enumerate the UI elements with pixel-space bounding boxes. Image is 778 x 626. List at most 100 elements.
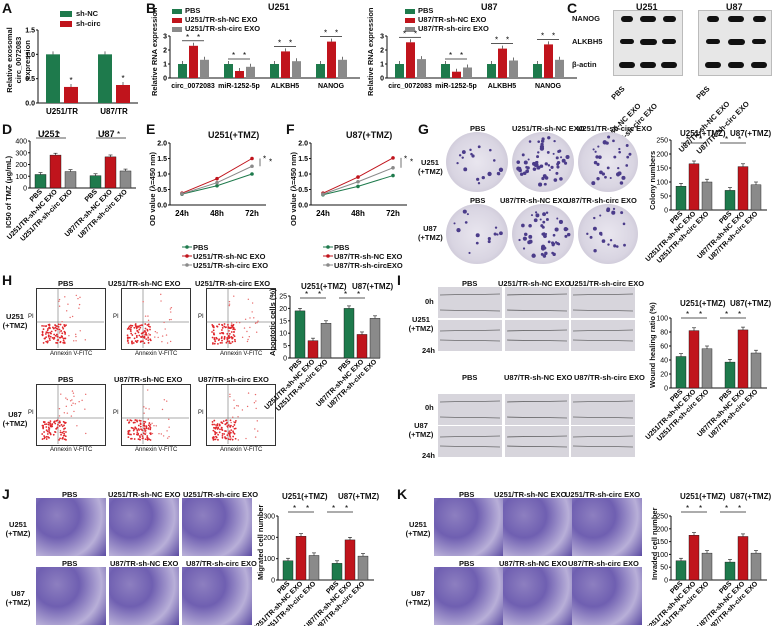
colony-dot [493,232,497,236]
blot-band [707,16,719,22]
facs-event [43,431,45,433]
facs-event [145,407,147,410]
colony-dot [539,218,542,221]
facs-event [233,421,236,424]
facs-event [213,333,216,336]
facs-event [79,296,81,299]
facs-event [219,332,221,335]
wound-edge [572,329,634,332]
facs-event [44,423,46,426]
b1-bar [316,64,325,78]
facs-event [257,320,259,322]
facs-event [51,336,54,339]
i-time-1a: 0h [425,297,434,306]
colony-dot [586,232,589,236]
colony-dot [530,214,534,217]
facs-y-label: PI [113,410,119,416]
facs-event [220,426,223,429]
facs-event [212,429,215,432]
i-time-1b: 0h [425,403,434,412]
facs-event [59,429,62,432]
b1-bar [270,64,279,78]
facs-event [78,307,80,309]
k-bar [688,535,700,581]
facs-event [244,318,247,320]
k-sig-star: * [699,504,702,513]
i-sig-star: * [686,310,689,319]
f-point [391,173,395,178]
wound-edge [506,435,568,438]
colony-dot [562,159,566,162]
facs-event [49,335,52,338]
e-legend-marker [185,254,189,258]
blot-band [727,39,745,45]
transwell-image [36,567,106,625]
facs-event [61,431,64,434]
facs-event [45,429,48,432]
k-row-1: U251 (+TMZ) [405,520,431,538]
legend-b-4-swatch [405,9,415,14]
facs-event [225,419,228,422]
facs-event [247,298,250,301]
i-ytick-label: 60 [660,344,668,351]
facs-event [227,326,230,328]
transwell-image [503,567,573,625]
d-ytick-label: 100 [15,174,27,181]
blot-row-actin: β-actin [572,60,597,69]
k-bar [750,552,762,581]
colony-dot [601,239,606,243]
facs-event [218,338,221,341]
colony-dot [597,145,600,148]
wound-image [571,426,635,457]
facs-event [64,331,66,334]
k-col2-2: U87/TR-sh-NC EXO [499,559,568,568]
facs-event [134,323,137,325]
d-ytick-label: 200 [15,162,27,169]
b1-bar [327,41,336,78]
facs-event [251,311,253,313]
panel-label-i: I [397,272,401,288]
b2-ytick-label: 2 [380,48,384,55]
chart-b-u87: 0 1 2 3 circ_0072083 * * miR-1252-5p * * ALKBH5 * * N… [380,29,577,90]
facs-event [47,421,50,424]
i-row-1: U251 (+TMZ) [408,315,434,333]
facs-event [146,435,149,437]
wound-image [438,287,502,318]
panel-label-h: H [2,272,13,288]
k-row-2: U87 (+TMZ) [405,589,431,607]
colony-dot [489,148,492,152]
colony-dot [538,182,543,187]
facs-event [135,334,138,337]
colony-dot [625,144,629,147]
colony-dot [609,176,612,180]
facs-event [42,426,45,428]
facs-event [55,333,58,336]
colony-dot [477,145,481,149]
facs-x-label: Annexin V-FITC [220,447,263,453]
facs-event [149,433,152,436]
facs-event [45,325,48,327]
facs-event [154,330,157,333]
colony-dot [599,214,602,217]
facs-event [44,333,47,335]
facs-event [225,422,228,425]
colony-dot [615,172,621,177]
facs-plot [36,288,106,350]
facs-event [255,400,257,402]
facs-event [234,340,237,343]
wound-edge [572,435,634,438]
b2-category-label: ALKBH5 [488,83,516,90]
facs-event [60,433,62,436]
facs-event [130,332,133,335]
facs-event [142,424,145,427]
facs-event [72,402,74,404]
facs-event [129,419,132,422]
facs-event [128,325,131,328]
wound-image [571,287,635,318]
facs-event [230,322,233,324]
facs-event [64,333,67,335]
facs-event [255,407,257,410]
facs-event [71,315,74,318]
facs-event [50,330,53,333]
